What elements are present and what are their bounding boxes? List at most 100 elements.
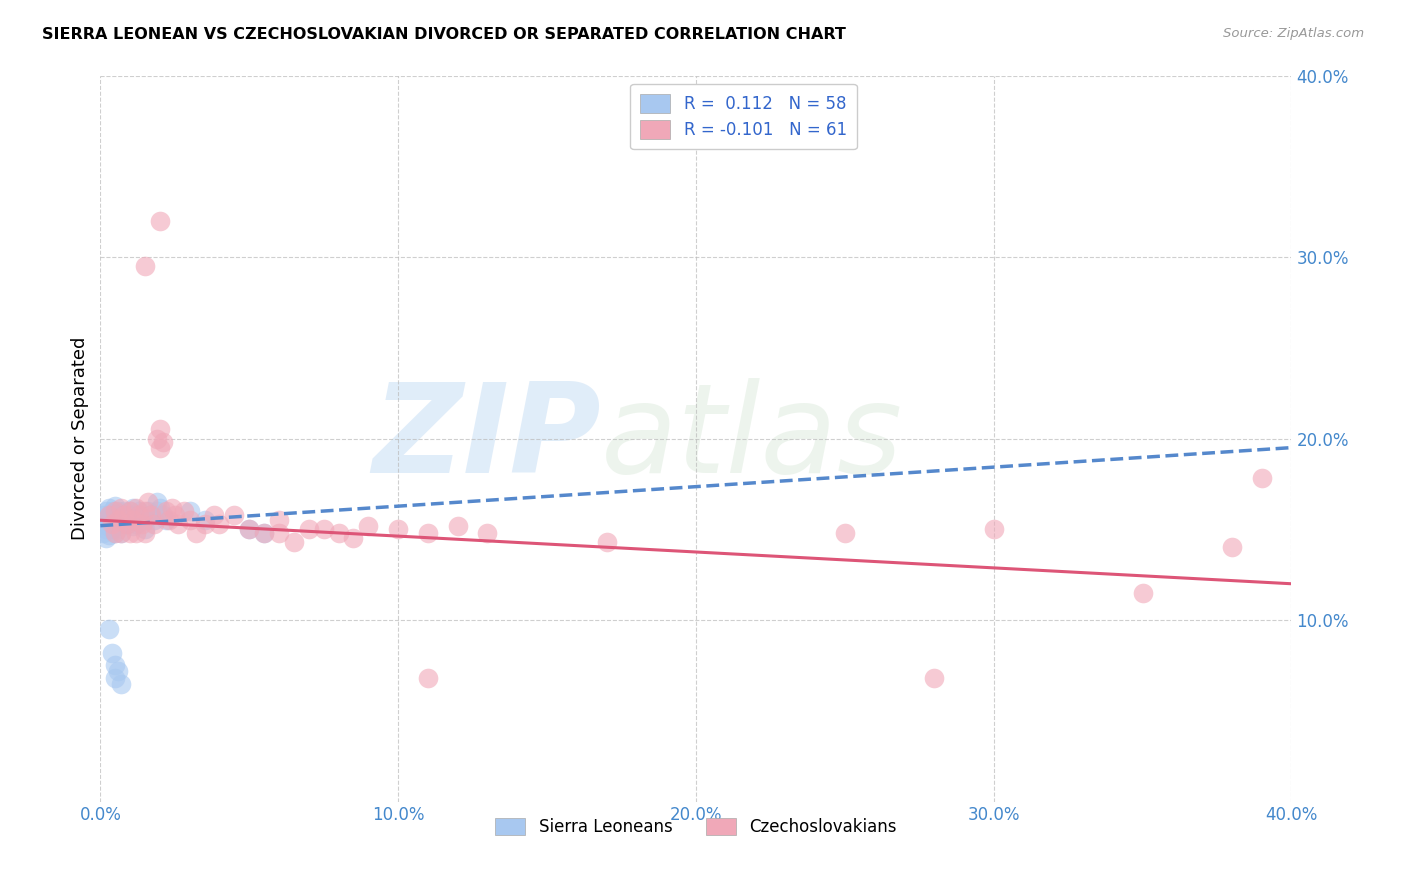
Point: [146, 495, 169, 509]
Point: [112, 508, 135, 522]
Point: [107, 504, 129, 518]
Point: [128, 508, 150, 522]
Point: [104, 504, 127, 518]
Point: [267, 513, 290, 527]
Point: [104, 516, 127, 531]
Point: [922, 671, 945, 685]
Point: [387, 522, 409, 536]
Point: [155, 504, 177, 518]
Point: [134, 259, 156, 273]
Point: [134, 513, 156, 527]
Point: [98, 508, 121, 522]
Point: [238, 522, 260, 536]
Point: [128, 513, 150, 527]
Point: [98, 500, 121, 515]
Point: [104, 658, 127, 673]
Point: [101, 516, 124, 531]
Point: [110, 500, 132, 515]
Point: [101, 513, 124, 527]
Point: [110, 525, 132, 540]
Text: SIERRA LEONEAN VS CZECHOSLOVAKIAN DIVORCED OR SEPARATED CORRELATION CHART: SIERRA LEONEAN VS CZECHOSLOVAKIAN DIVORC…: [42, 27, 846, 42]
Point: [98, 527, 121, 541]
Point: [91, 516, 114, 531]
Point: [1132, 586, 1154, 600]
Point: [91, 525, 114, 540]
Point: [179, 513, 201, 527]
Point: [136, 495, 159, 509]
Point: [1250, 471, 1272, 485]
Point: [152, 508, 174, 522]
Point: [298, 522, 321, 536]
Legend: Sierra Leoneans, Czechoslovakians: Sierra Leoneans, Czechoslovakians: [486, 809, 905, 844]
Point: [139, 508, 162, 522]
Point: [120, 504, 142, 518]
Point: [101, 646, 124, 660]
Point: [149, 422, 172, 436]
Point: [122, 518, 145, 533]
Point: [1220, 541, 1243, 555]
Point: [125, 525, 148, 540]
Point: [125, 500, 148, 515]
Text: ZIP: ZIP: [371, 378, 600, 499]
Point: [134, 522, 156, 536]
Point: [115, 516, 138, 531]
Point: [136, 504, 159, 518]
Point: [120, 504, 142, 518]
Point: [173, 504, 195, 518]
Point: [107, 513, 129, 527]
Point: [122, 509, 145, 524]
Point: [125, 508, 148, 522]
Point: [224, 508, 246, 522]
Point: [253, 525, 276, 540]
Point: [96, 504, 118, 518]
Point: [112, 504, 135, 518]
Point: [120, 513, 142, 527]
Point: [312, 522, 335, 536]
Point: [104, 671, 127, 685]
Point: [157, 513, 180, 527]
Point: [110, 516, 132, 531]
Point: [149, 500, 172, 515]
Point: [477, 525, 499, 540]
Point: [328, 525, 350, 540]
Point: [416, 671, 439, 685]
Point: [104, 508, 127, 522]
Point: [134, 504, 156, 518]
Point: [115, 508, 138, 522]
Point: [149, 213, 172, 227]
Point: [96, 513, 118, 527]
Point: [115, 516, 138, 531]
Text: Source: ZipAtlas.com: Source: ZipAtlas.com: [1223, 27, 1364, 40]
Point: [134, 525, 156, 540]
Point: [238, 522, 260, 536]
Y-axis label: Divorced or Separated: Divorced or Separated: [72, 337, 89, 541]
Point: [139, 508, 162, 522]
Point: [146, 432, 169, 446]
Point: [595, 535, 617, 549]
Point: [107, 522, 129, 536]
Point: [179, 504, 201, 518]
Point: [101, 522, 124, 536]
Point: [131, 516, 153, 531]
Point: [146, 504, 169, 518]
Point: [208, 516, 231, 531]
Point: [447, 518, 470, 533]
Point: [104, 525, 127, 540]
Point: [125, 516, 148, 531]
Point: [834, 525, 856, 540]
Point: [91, 508, 114, 522]
Point: [96, 532, 118, 546]
Point: [160, 500, 183, 515]
Point: [283, 535, 305, 549]
Point: [110, 525, 132, 540]
Point: [110, 676, 132, 690]
Point: [166, 516, 188, 531]
Point: [983, 522, 1005, 536]
Point: [104, 499, 127, 513]
Point: [98, 509, 121, 524]
Point: [184, 525, 207, 540]
Point: [267, 525, 290, 540]
Point: [101, 504, 124, 518]
Point: [416, 525, 439, 540]
Point: [357, 518, 380, 533]
